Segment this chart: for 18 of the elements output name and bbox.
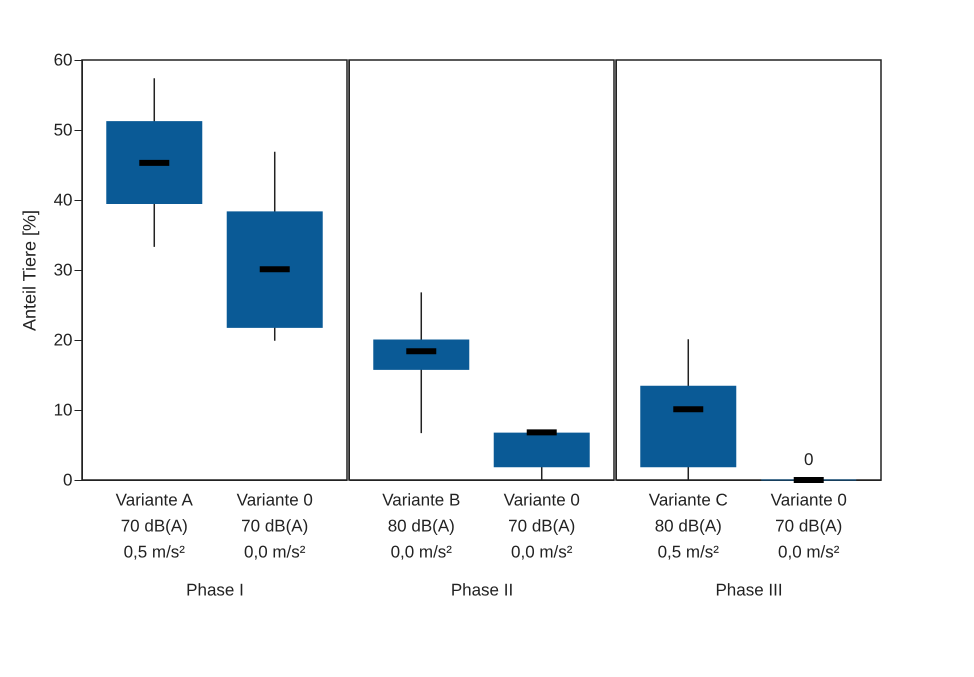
x-tick-label: Variante 0 70 dB(A) 0,0 m/s² <box>504 490 580 562</box>
x-tick-label: Variante 0 70 dB(A) 0,0 m/s² <box>770 490 847 562</box>
y-tick-label: 10 <box>54 400 72 420</box>
y-tick-label: 20 <box>54 330 72 350</box>
x-tick-label: Variante A 70 dB(A) 0,5 m/s² <box>116 490 194 562</box>
y-tick-label: 0 <box>63 470 72 490</box>
y-axis-title: Anteil Tiere [%] <box>20 210 40 332</box>
y-tick-label: 40 <box>54 190 72 210</box>
y-tick-label: 50 <box>54 120 72 140</box>
x-axis-title: Phase I <box>186 580 244 600</box>
x-tick-label: Variante B 80 dB(A) 0,0 m/s² <box>382 490 460 562</box>
y-tick-label: 60 <box>54 50 72 70</box>
x-tick-label: Variante C 80 dB(A) 0,5 m/s² <box>648 490 728 562</box>
x-tick-label: Variante 0 70 dB(A) 0,0 m/s² <box>236 490 313 562</box>
annotation: 0 <box>804 450 814 469</box>
x-axis-title: Phase III <box>715 580 783 600</box>
y-tick-label: 30 <box>54 260 72 280</box>
x-axis-title: Phase II <box>450 580 514 600</box>
